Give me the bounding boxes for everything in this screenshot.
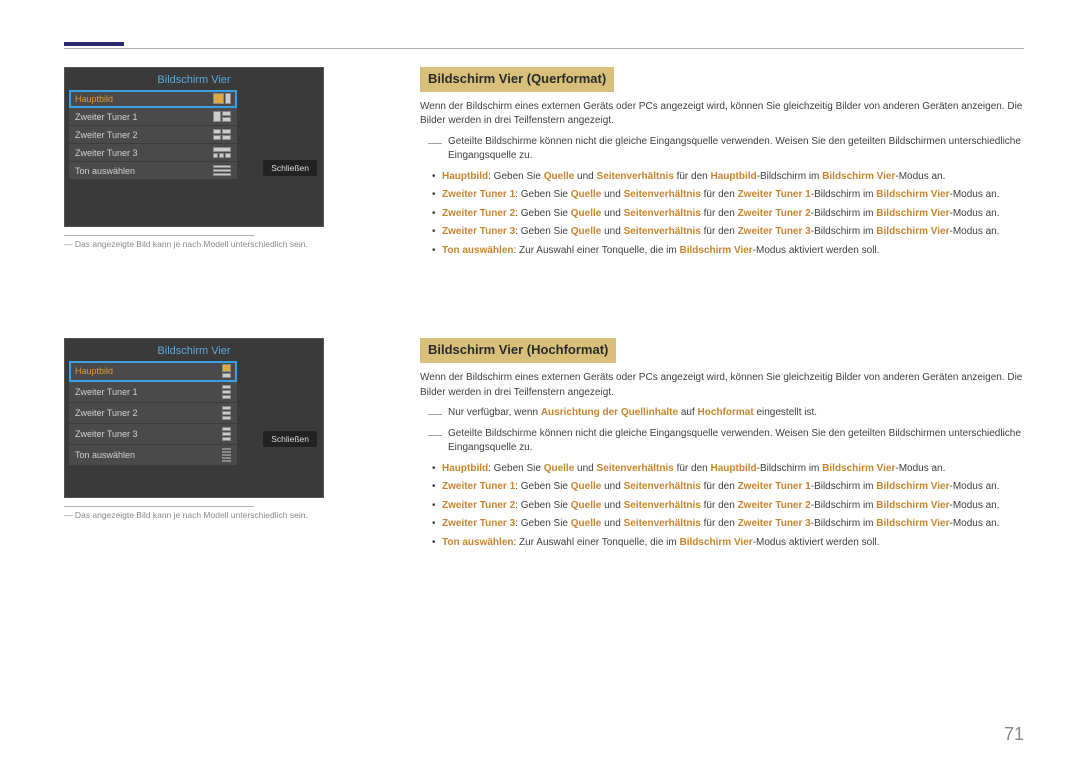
menu-item-ton[interactable]: Ton auswählen xyxy=(69,162,237,180)
dash-note: Nur verfügbar, wenn Ausrichtung der Quel… xyxy=(428,406,1024,421)
intro-text: Wenn der Bildschirm eines externen Gerät… xyxy=(420,371,1024,400)
layout-icon-portrait xyxy=(222,406,231,420)
dash-note: Geteilte Bildschirme können nicht die gl… xyxy=(428,427,1024,456)
ui-title: Bildschirm Vier xyxy=(65,339,323,361)
layout-icon xyxy=(213,93,231,104)
layout-icon xyxy=(213,129,231,140)
menu-label: Zweiter Tuner 2 xyxy=(75,130,138,140)
menu-item-tuner2[interactable]: Zweiter Tuner 2 xyxy=(69,403,237,424)
menu-item-tuner3[interactable]: Zweiter Tuner 3 xyxy=(69,424,237,445)
menu-label: Ton auswählen xyxy=(75,450,135,460)
ui-menu: Hauptbild Zweiter Tuner 1 Zweiter Tuner … xyxy=(69,361,237,466)
layout-icon-portrait xyxy=(222,448,231,462)
menu-label: Zweiter Tuner 1 xyxy=(75,387,138,397)
section-heading-landscape: Bildschirm Vier (Querformat) xyxy=(420,67,614,92)
layout-icon xyxy=(213,165,231,176)
bullet-list-portrait: Hauptbild: Geben Sie Quelle und Seitenve… xyxy=(420,462,1024,551)
footnote-rule xyxy=(64,506,254,507)
menu-label: Zweiter Tuner 3 xyxy=(75,148,138,158)
menu-item-tuner3[interactable]: Zweiter Tuner 3 xyxy=(69,144,237,162)
top-rule xyxy=(64,48,1024,49)
menu-item-tuner1[interactable]: Zweiter Tuner 1 xyxy=(69,382,237,403)
menu-label: Zweiter Tuner 2 xyxy=(75,408,138,418)
menu-item-tuner2[interactable]: Zweiter Tuner 2 xyxy=(69,126,237,144)
ui-preview-portrait: Bildschirm Vier Hauptbild Zweiter Tuner … xyxy=(64,338,324,498)
footnote: Das angezeigte Bild kann je nach Modell … xyxy=(64,510,384,520)
ui-preview-landscape: Bildschirm Vier Hauptbild Zweiter Tuner … xyxy=(64,67,324,227)
menu-item-hauptbild[interactable]: Hauptbild xyxy=(69,90,237,108)
layout-icon xyxy=(213,147,231,158)
layout-icon-portrait xyxy=(222,427,231,441)
layout-icon-portrait xyxy=(222,364,231,378)
menu-item-hauptbild[interactable]: Hauptbild xyxy=(69,361,237,382)
ui-menu: Hauptbild Zweiter Tuner 1 Zweiter Tuner … xyxy=(69,90,237,180)
layout-icon-portrait xyxy=(222,385,231,399)
accent-bar xyxy=(64,42,124,46)
ui-title: Bildschirm Vier xyxy=(65,68,323,90)
menu-label: Hauptbild xyxy=(75,366,113,376)
dash-note: Geteilte Bildschirme können nicht die gl… xyxy=(428,135,1024,164)
page-number: 71 xyxy=(1004,724,1024,745)
layout-icon xyxy=(213,111,231,122)
footnote: Das angezeigte Bild kann je nach Modell … xyxy=(64,239,384,249)
close-button[interactable]: Schließen xyxy=(263,431,317,447)
close-button[interactable]: Schließen xyxy=(263,160,317,176)
menu-label: Zweiter Tuner 3 xyxy=(75,429,138,439)
intro-text: Wenn der Bildschirm eines externen Gerät… xyxy=(420,100,1024,129)
bullet-list-landscape: Hauptbild: Geben Sie Quelle und Seitenve… xyxy=(420,170,1024,259)
menu-item-tuner1[interactable]: Zweiter Tuner 1 xyxy=(69,108,237,126)
menu-label: Hauptbild xyxy=(75,94,113,104)
menu-item-ton[interactable]: Ton auswählen xyxy=(69,445,237,466)
footnote-rule xyxy=(64,235,254,236)
menu-label: Ton auswählen xyxy=(75,166,135,176)
menu-label: Zweiter Tuner 1 xyxy=(75,112,138,122)
section-heading-portrait: Bildschirm Vier (Hochformat) xyxy=(420,338,616,363)
